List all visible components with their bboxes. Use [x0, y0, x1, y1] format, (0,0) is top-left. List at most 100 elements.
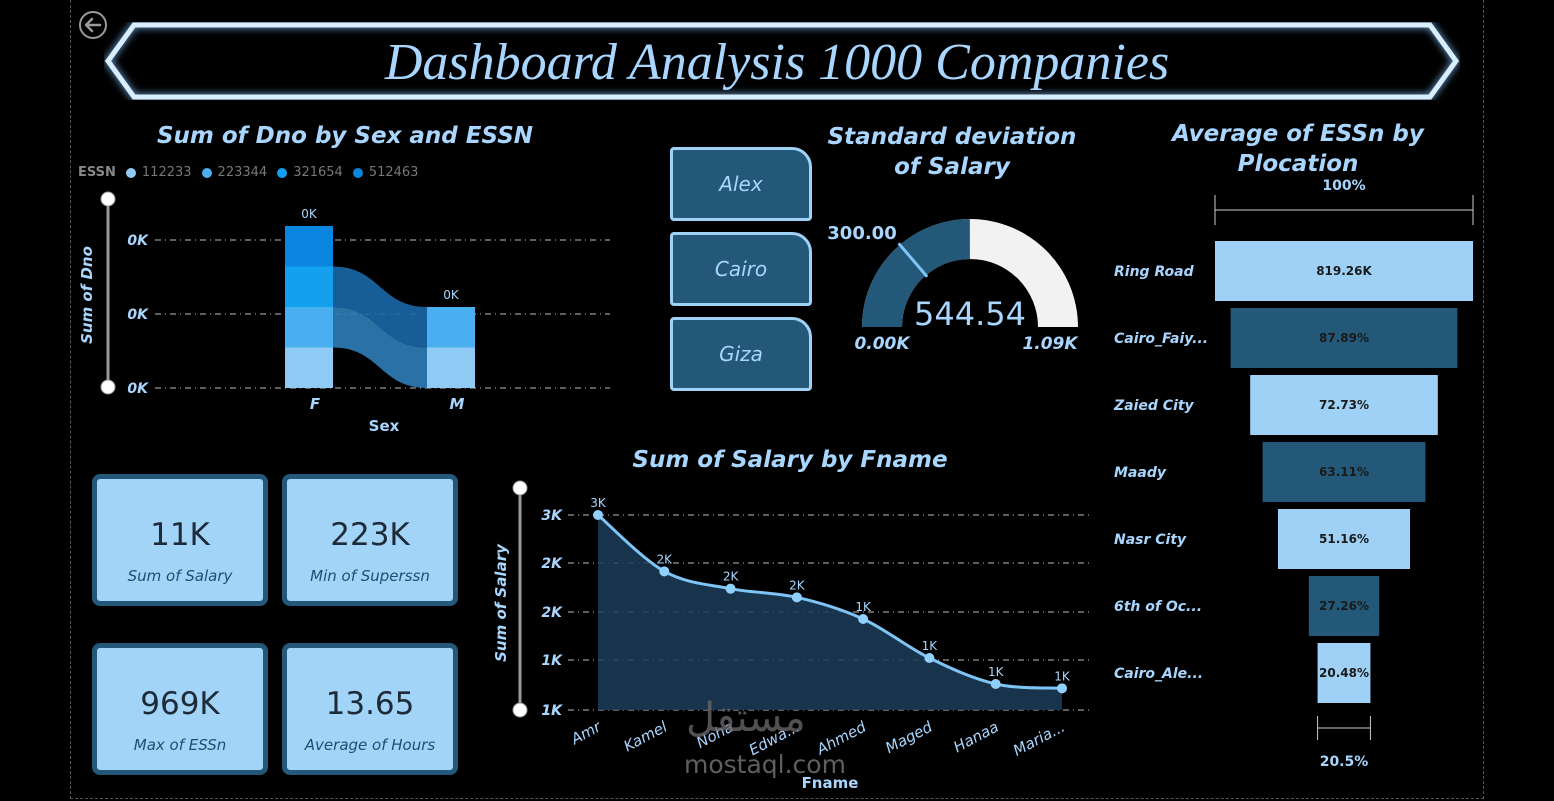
data-point — [858, 614, 869, 624]
funnel-category-label: Ring Road — [1114, 264, 1195, 280]
bar-segment — [427, 307, 475, 348]
funnel-bar-label: 819.26K — [1316, 264, 1372, 278]
data-label: 1K — [988, 665, 1005, 679]
data-point — [659, 566, 670, 577]
funnel-bar — [1317, 643, 1371, 703]
gauge-fill — [862, 219, 970, 327]
kpi-value: 969K — [140, 686, 220, 722]
funnel-bar — [1230, 308, 1458, 368]
kpi-card-sum-salary: 11K Sum of Salary — [92, 474, 268, 606]
data-label: 1K — [922, 639, 939, 653]
data-point — [924, 653, 935, 663]
bar-segment — [285, 226, 333, 267]
legend-item: 223344 — [217, 165, 268, 180]
ribbon-legend: ESSN 112233 223344 321654 512463 — [78, 165, 418, 180]
funnel-category-label: Cairo_Ale... — [1114, 666, 1203, 682]
bar-segment — [427, 347, 475, 388]
data-label: 1K — [855, 600, 872, 614]
x-axis-label: Sex — [369, 417, 400, 435]
funnel-category-label: Zaied City — [1113, 398, 1195, 414]
watermark-latin: mostaql.com — [684, 750, 846, 779]
y-tick-label: 1K — [541, 703, 563, 719]
kpi-value: 223K — [330, 517, 410, 553]
funnel-bar-label: 27.26% — [1319, 599, 1369, 613]
data-label: 3K — [590, 496, 607, 510]
watermark: مستقل mostaql.com — [684, 698, 846, 779]
gauge-value: 544.54 — [914, 295, 1026, 333]
y-slider-handle-bottom — [512, 702, 528, 718]
legend-dot-icon — [201, 167, 212, 178]
ribbon-band — [333, 266, 427, 348]
kpi-card-min-superssn: 223K Min of Superssn — [282, 474, 458, 606]
funnel-bar-label: 51.16% — [1319, 532, 1369, 546]
funnel-bar-label: 72.73% — [1319, 398, 1369, 412]
bar-segment — [285, 347, 333, 388]
x-tick-label: F — [310, 395, 321, 413]
x-tick-label: Hanaa — [950, 718, 1001, 757]
area-chart-title: Sum of Salary by Fname — [632, 447, 948, 473]
kpi-card-max-essn: 969K Max of ESSn — [92, 643, 268, 775]
y-tick-label: 2K — [541, 605, 563, 621]
slicer-item-cairo[interactable]: Cairo — [670, 232, 812, 306]
y-slider-handle-bottom — [100, 379, 116, 395]
x-tick-label: M — [450, 395, 465, 413]
y-tick-label: 1K — [541, 703, 563, 719]
legend-dot-icon — [125, 167, 136, 178]
dashboard-frame — [70, 0, 1484, 799]
y-tick-label: 1K — [541, 653, 563, 669]
gauge-target-label: 300.00 — [827, 223, 896, 244]
kpi-caption: Average of Hours — [304, 736, 436, 754]
data-label: 2K — [789, 578, 806, 592]
funnel-bar-label: 87.89% — [1319, 331, 1369, 345]
funnel-bar — [1250, 375, 1438, 435]
bar-segment — [285, 307, 333, 348]
funnel-bar — [1215, 241, 1473, 301]
funnel-category-label: Nasr City — [1114, 532, 1187, 548]
y-tick-label: 3K — [541, 508, 563, 524]
funnel-bar — [1262, 442, 1426, 502]
data-label: 0K — [443, 288, 460, 302]
funnel-top-label: 100% — [1322, 178, 1365, 194]
y-axis-label: Sum of Salary — [492, 543, 510, 662]
page-title: Dashboard Analysis 1000 Companies — [384, 34, 1170, 91]
y-tick-label: 2K — [541, 556, 563, 572]
ribbon-chart-title: Sum of Dno by Sex and ESSN — [156, 123, 534, 149]
data-label: 2K — [723, 570, 740, 584]
funnel-chart: 100% 819.26K Ring Road 87.89% Cairo_Faiy... 7… — [1113, 178, 1474, 770]
gauge-max-label: 1.09K — [1022, 334, 1079, 354]
funnel-title: Average of ESSn by Plocation — [1172, 121, 1424, 177]
x-tick-label: Maged — [882, 717, 935, 757]
back-arrow-icon[interactable] — [78, 10, 108, 40]
kpi-card-avg-hours: 13.65 Average of Hours — [282, 643, 458, 775]
data-point — [725, 583, 736, 594]
y-tick-label: 0K — [127, 233, 149, 249]
x-tick-label: Amr — [567, 717, 604, 748]
funnel-category-label: Maady — [1114, 465, 1167, 481]
y-tick-label: 0K — [127, 381, 149, 397]
legend-item: 512463 — [368, 165, 419, 180]
data-label: 1K — [1054, 669, 1071, 683]
funnel-bar — [1308, 576, 1380, 636]
slicer-item-alex[interactable]: Alex — [670, 147, 812, 221]
ribbon-band — [333, 307, 427, 388]
data-label: 0K — [301, 207, 318, 221]
y-axis-label: Sum of Dno — [78, 246, 96, 344]
data-point — [1057, 683, 1067, 694]
y-tick-label: 0K — [127, 307, 149, 323]
gauge-title: Standard deviation of Salary — [827, 124, 1077, 180]
gauge-target-marker — [897, 242, 929, 278]
y-slider-handle-top — [512, 480, 528, 496]
funnel-bar-label: 20.48% — [1319, 666, 1369, 680]
ribbon-chart: 0K 0K 0K Sum of Dno Sex 0K F 0K M — [78, 191, 610, 435]
y-slider-handle-top — [100, 191, 116, 207]
slicer-item-giza[interactable]: Giza — [670, 317, 812, 391]
watermark-arabic: مستقل — [686, 695, 806, 741]
legend-title: ESSN — [78, 165, 116, 180]
legend-dot-icon — [352, 167, 363, 178]
kpi-value: 11K — [150, 517, 210, 553]
bar-segment — [285, 266, 333, 307]
gauge-chart: 544.540.00K 1.09K 300.00 — [827, 219, 1079, 354]
kpi-caption: Max of ESSn — [133, 736, 227, 754]
gauge-min-label: 0.00K — [854, 334, 911, 354]
